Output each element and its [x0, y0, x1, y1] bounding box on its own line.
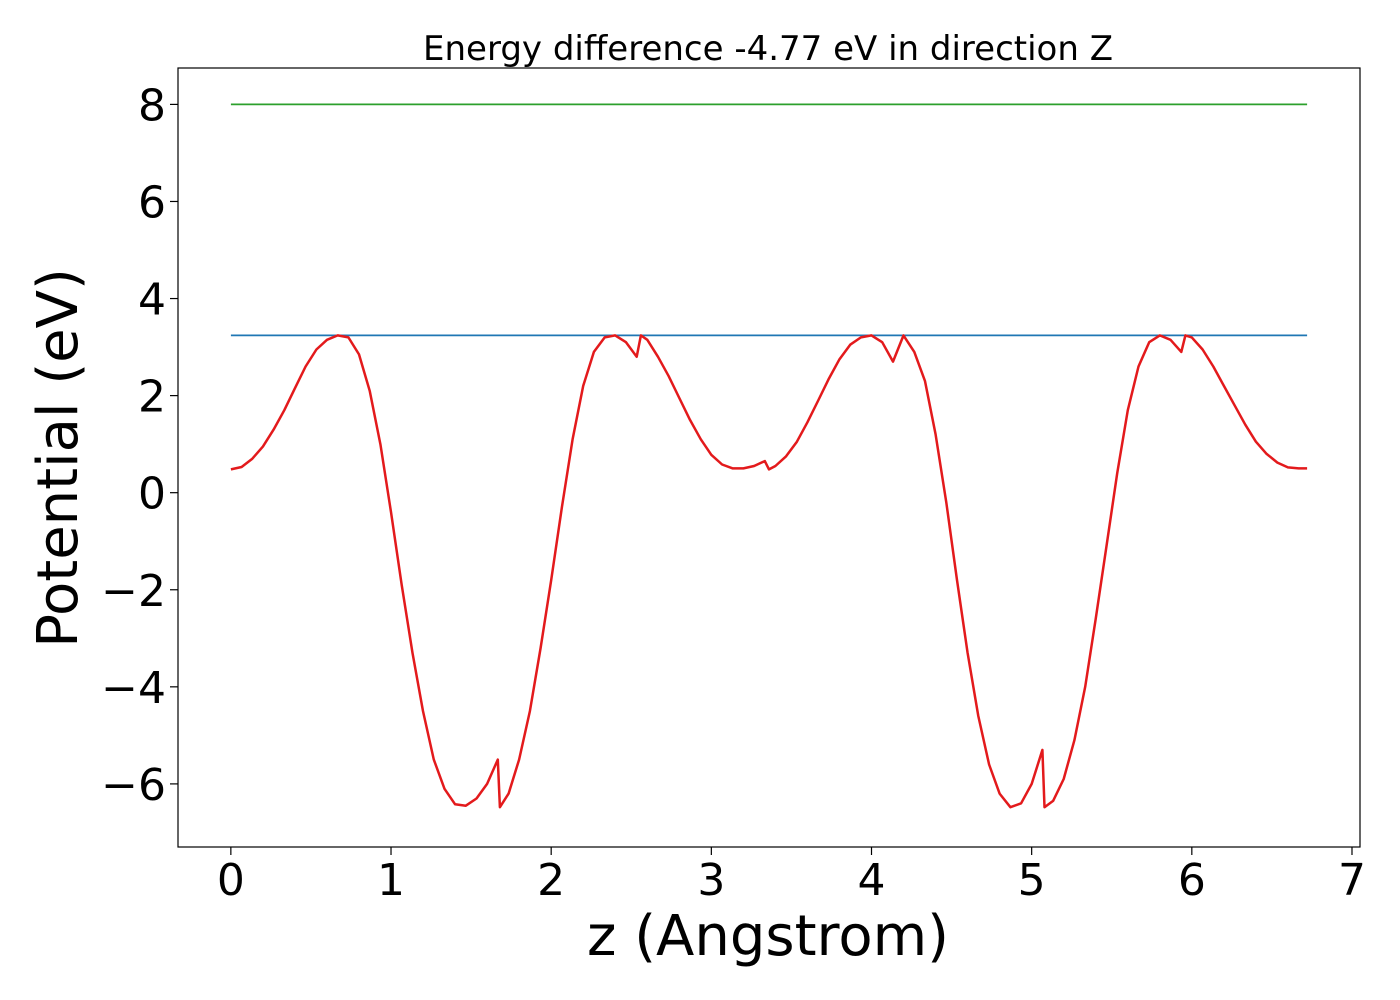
y-tick-label: 8	[138, 80, 166, 131]
y-axis: −6 −4 −2 0 2 4 6 8	[101, 80, 178, 811]
plot-area	[178, 68, 1360, 847]
chart-title: Energy difference -4.77 eV in direction …	[423, 29, 1113, 69]
x-axis: 0 1 2 3 4 5 6 7	[217, 847, 1366, 906]
series-line-2	[230, 334, 1308, 809]
y-tick-label: 2	[138, 372, 166, 423]
x-tick-label: 6	[1178, 855, 1206, 906]
x-tick-label: 0	[217, 855, 245, 906]
y-tick-label: −2	[101, 566, 166, 617]
x-tick-label: 5	[1018, 855, 1046, 906]
y-tick-label: −6	[101, 760, 166, 811]
x-tick-label: 7	[1338, 855, 1366, 906]
plot-frame	[177, 67, 1361, 848]
x-tick-label: 4	[858, 855, 886, 906]
x-tick-label: 3	[697, 855, 725, 906]
x-axis-label: z (Angstrom)	[587, 904, 949, 969]
x-tick-label: 1	[377, 855, 405, 906]
y-axis-label: Potential (eV)	[26, 268, 91, 648]
y-tick-label: 6	[138, 177, 166, 228]
y-tick-label: 0	[138, 469, 166, 520]
series-layer	[230, 103, 1308, 809]
y-tick-label: −4	[101, 663, 166, 714]
y-tick-label: 4	[138, 275, 166, 326]
x-tick-label: 2	[537, 855, 565, 906]
